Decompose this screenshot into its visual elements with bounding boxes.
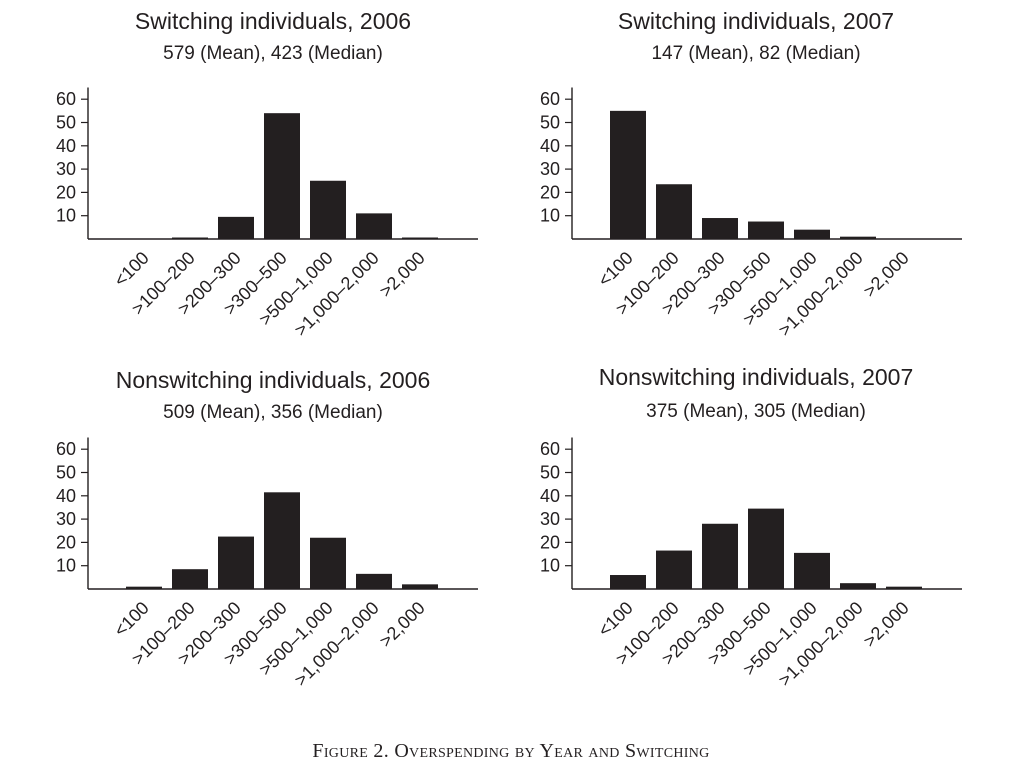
y-tick-label: 20: [540, 182, 560, 202]
chart-title: Nonswitching individuals, 2006: [116, 367, 431, 393]
bar-200-300: [218, 216, 254, 239]
x-tick-label: >2,000: [859, 248, 912, 301]
bar-200-300: [702, 523, 738, 589]
x-tick-label: <100: [110, 248, 153, 291]
bar-1-000-2-000: [840, 583, 876, 589]
y-tick-label: 10: [540, 556, 560, 576]
chart-title: Switching individuals, 2007: [618, 8, 894, 34]
bar-100-200: [172, 237, 208, 239]
y-tick-label: 40: [56, 136, 76, 156]
bar-2-000: [402, 237, 438, 239]
chart-subtitle: 509 (Mean), 356 (Median): [163, 402, 383, 423]
y-tick-label: 60: [56, 89, 76, 109]
bar-500-1-000: [310, 180, 346, 239]
bar-2-000: [402, 584, 438, 589]
bar-300-500: [748, 221, 784, 239]
x-tick-label: <100: [110, 598, 153, 641]
x-tick-label: >2,000: [859, 598, 912, 651]
x-tick-label: >2,000: [375, 598, 428, 651]
x-tick-label: >2,000: [375, 248, 428, 301]
bar-100-200: [656, 184, 692, 239]
y-tick-label: 50: [540, 463, 560, 483]
bar-100: [126, 586, 162, 589]
y-tick-label: 30: [56, 159, 76, 179]
x-tick-label: <100: [594, 248, 637, 291]
y-tick-label: 40: [540, 486, 560, 506]
bar-200-300: [218, 536, 254, 589]
y-tick-label: 50: [56, 463, 76, 483]
chart-title: Nonswitching individuals, 2007: [599, 364, 914, 390]
y-tick-label: 60: [56, 439, 76, 459]
y-tick-label: 50: [56, 113, 76, 133]
bar-500-1-000: [794, 229, 830, 239]
y-tick-label: 40: [540, 136, 560, 156]
bar-100: [610, 110, 646, 239]
y-tick-label: 20: [540, 532, 560, 552]
y-tick-label: 50: [540, 113, 560, 133]
y-tick-label: 60: [540, 439, 560, 459]
bar-1-000-2-000: [356, 573, 392, 589]
chart-title: Switching individuals, 2006: [135, 8, 411, 34]
bar-300-500: [264, 492, 300, 589]
y-tick-label: 60: [540, 89, 560, 109]
y-tick-label: 20: [56, 182, 76, 202]
y-tick-label: 30: [56, 509, 76, 529]
bar-300-500: [264, 113, 300, 239]
bar-2-000: [886, 586, 922, 589]
bar-1-000-2-000: [356, 213, 392, 239]
bar-200-300: [702, 218, 738, 239]
bar-300-500: [748, 508, 784, 589]
bar-100-200: [172, 569, 208, 589]
figure-caption: Figure 2. Overspending by Year and Switc…: [312, 740, 710, 762]
y-tick-label: 10: [56, 556, 76, 576]
y-tick-label: 30: [540, 509, 560, 529]
chart-subtitle: 579 (Mean), 423 (Median): [163, 43, 383, 64]
chart-subtitle: 147 (Mean), 82 (Median): [651, 43, 860, 64]
bar-500-1-000: [310, 537, 346, 589]
x-tick-label: <100: [594, 598, 637, 641]
y-tick-label: 10: [540, 206, 560, 226]
bar-1-000-2-000: [840, 236, 876, 239]
y-tick-label: 20: [56, 532, 76, 552]
y-tick-label: 10: [56, 206, 76, 226]
bar-500-1-000: [794, 552, 830, 589]
bar-100-200: [656, 550, 692, 589]
y-tick-label: 40: [56, 486, 76, 506]
chart-subtitle: 375 (Mean), 305 (Median): [646, 401, 866, 422]
bar-100: [610, 575, 646, 589]
y-tick-label: 30: [540, 159, 560, 179]
